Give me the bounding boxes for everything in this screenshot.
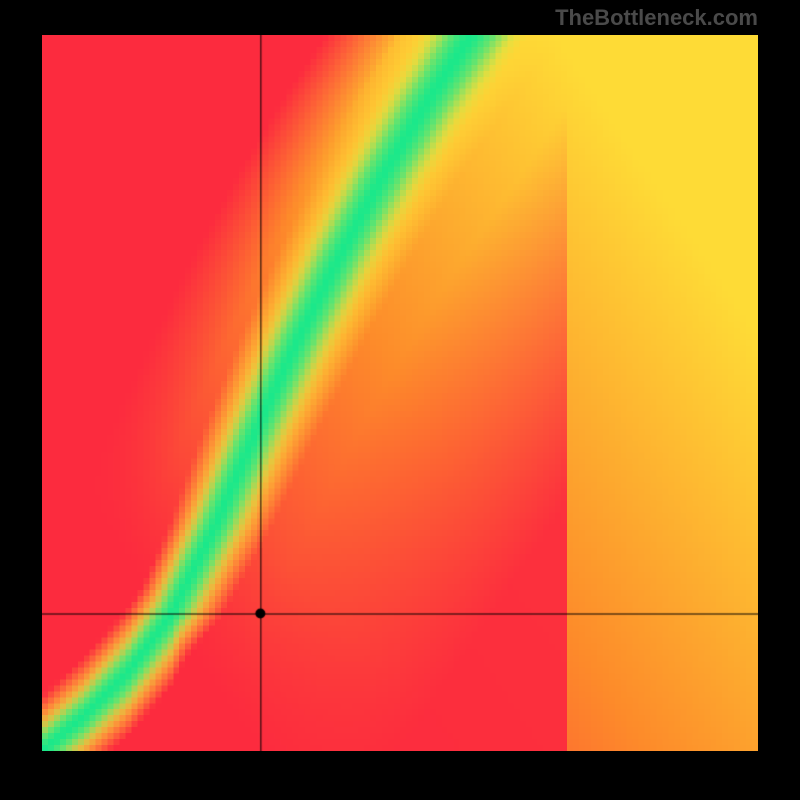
attribution-label: TheBottleneck.com bbox=[555, 5, 758, 31]
heatmap-canvas bbox=[42, 35, 758, 751]
bottleneck-heatmap bbox=[42, 35, 758, 751]
